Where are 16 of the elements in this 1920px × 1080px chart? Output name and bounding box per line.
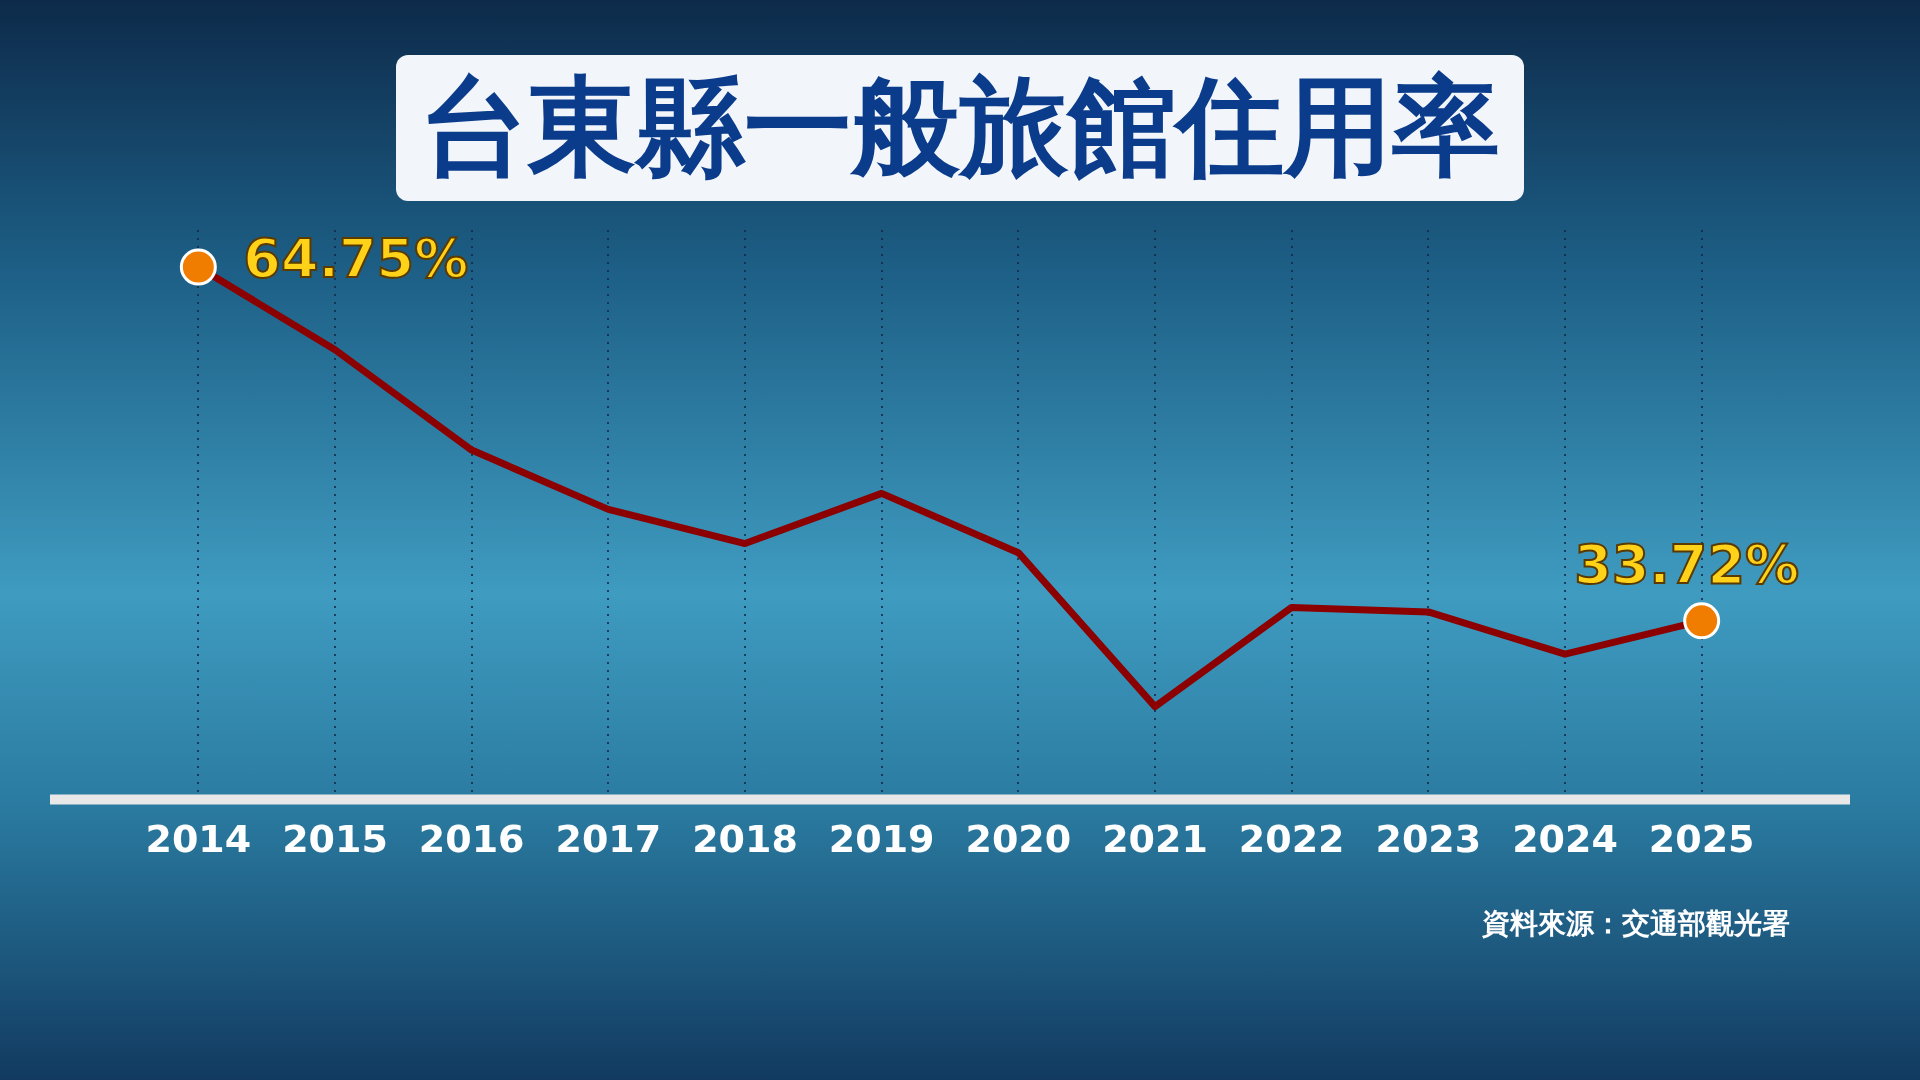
x-tick-label: 2020 bbox=[965, 817, 1072, 862]
x-tick-label: 2019 bbox=[828, 817, 935, 862]
x-tick-label: 2017 bbox=[555, 817, 662, 862]
chart-title: 台東縣一般旅館住用率 bbox=[396, 55, 1524, 201]
x-tick-label: 2014 bbox=[145, 817, 252, 862]
x-tick-label: 2016 bbox=[418, 817, 525, 862]
x-tick-label: 2024 bbox=[1512, 817, 1618, 862]
data-label: 64.75% bbox=[243, 227, 469, 291]
x-tick-label: 2021 bbox=[1102, 817, 1208, 862]
x-tick-label: 2015 bbox=[282, 817, 388, 862]
data-label: 33.72% bbox=[1574, 532, 1800, 596]
x-tick-label: 2023 bbox=[1375, 817, 1482, 862]
x-tick-label: 2022 bbox=[1238, 817, 1345, 862]
source-note: 資料來源：交通部觀光署 bbox=[1482, 906, 1790, 942]
x-tick-label: 2018 bbox=[692, 817, 798, 862]
x-tick-label: 2025 bbox=[1648, 817, 1755, 862]
